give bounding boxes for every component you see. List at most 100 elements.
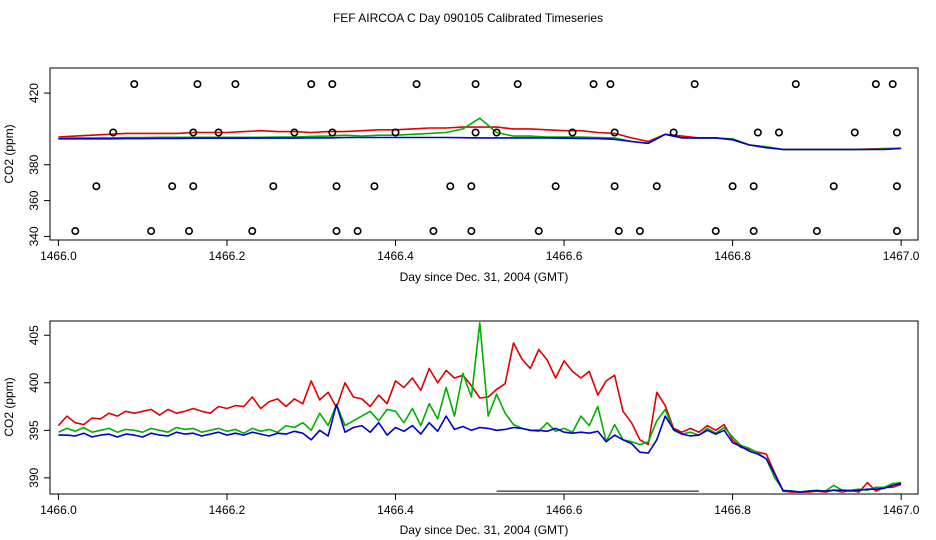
sample-marker [728, 182, 737, 191]
sample-marker [711, 227, 720, 236]
y-axis-label: CO2 (ppm) [2, 124, 16, 183]
sample-marker [669, 128, 678, 137]
panel-top: 1466.0 1466.2 1466.4 1466.6 1466.8 1467.0 340… [2, 67, 920, 284]
sample-marker [871, 80, 880, 89]
panel-bottom: 1466.0 1466.2 1466.4 1466.6 1466.8 1467.0 390… [2, 320, 920, 537]
sample-marker [534, 227, 543, 236]
sample-marker [290, 128, 299, 137]
x-axis-label: Day since Dec. 31, 2004 (GMT) [400, 523, 569, 537]
sample-marker [753, 128, 762, 137]
x-tick-label: 1466.4 [377, 249, 414, 263]
series-layer [58, 117, 902, 151]
x-tick-label: 1466.0 [40, 503, 77, 517]
sample-marker [147, 227, 156, 236]
sample-marker [332, 182, 341, 191]
x-axis: 1466.0 1466.2 1466.4 1466.6 1466.8 1467.0 [40, 240, 920, 263]
series-line-blue [58, 133, 902, 151]
sample-marker [92, 182, 101, 191]
sample-marker [391, 128, 400, 137]
sample-marker [635, 227, 644, 236]
sample-marker [71, 227, 80, 236]
x-tick-label: 1466.2 [209, 503, 246, 517]
y-tick-label: 380 [27, 154, 41, 174]
plot-frame [49, 67, 919, 241]
sample-marker [606, 80, 615, 89]
sample-marker [610, 128, 619, 137]
sample-marker [109, 128, 118, 137]
x-axis-label: Day since Dec. 31, 2004 (GMT) [400, 270, 569, 284]
sample-marker [568, 128, 577, 137]
sample-marker [690, 80, 699, 89]
x-axis: 1466.0 1466.2 1466.4 1466.6 1466.8 1467.0 [40, 494, 920, 517]
x-tick-label: 1466.6 [546, 249, 583, 263]
sample-marker [332, 227, 341, 236]
sample-marker [307, 80, 316, 89]
x-tick-label: 1467.0 [883, 503, 920, 517]
y-tick-label: 360 [27, 190, 41, 210]
sample-marker [791, 80, 800, 89]
sample-marker [185, 227, 194, 236]
x-tick-label: 1466.8 [714, 503, 751, 517]
sample-marker [429, 227, 438, 236]
sample-marker [353, 227, 362, 236]
sample-marker [551, 182, 560, 191]
x-tick-label: 1466.2 [209, 249, 246, 263]
sample-marker [467, 182, 476, 191]
sample-marker [774, 128, 783, 137]
y-axis-label: CO2 (ppm) [2, 377, 16, 436]
sample-marker [829, 182, 838, 191]
sample-marker [189, 128, 198, 137]
sample-marker [328, 80, 337, 89]
sample-marker [749, 227, 758, 236]
sample-marker [214, 128, 223, 137]
sample-marker [614, 227, 623, 236]
sample-marker [269, 182, 278, 191]
y-tick-label: 340 [27, 226, 41, 246]
y-tick-label: 400 [27, 372, 41, 392]
sample-marker [467, 227, 476, 236]
sample-marker [589, 80, 598, 89]
sample-marker [328, 128, 337, 137]
sample-marker [892, 227, 901, 236]
sample-marker [189, 182, 198, 191]
sample-marker [168, 182, 177, 191]
plot-frame [49, 320, 919, 495]
sample-marker [412, 80, 421, 89]
y-tick-label: 420 [27, 83, 41, 103]
series-line-red [57, 342, 902, 493]
sample-marker [749, 182, 758, 191]
y-tick-label: 395 [27, 420, 41, 440]
sample-marker [471, 80, 480, 89]
sample-marker [471, 128, 480, 137]
sample-marker [130, 80, 139, 89]
sample-marker [812, 227, 821, 236]
sample-marker [370, 182, 379, 191]
y-axis: 340 360 380 420 [27, 83, 50, 246]
x-tick-label: 1466.8 [714, 249, 751, 263]
y-axis: 390 395 400 405 [27, 325, 50, 488]
sample-marker [892, 182, 901, 191]
series-line-green [58, 322, 902, 493]
sample-marker [231, 80, 240, 89]
sample-marker [888, 80, 897, 89]
sample-marker [492, 128, 501, 137]
marker-layer [71, 80, 901, 236]
sample-marker [892, 128, 901, 137]
sample-marker [446, 182, 455, 191]
sample-marker [610, 182, 619, 191]
sample-marker [652, 182, 661, 191]
chart-title: FEF AIRCOA C Day 090105 Calibrated Times… [333, 11, 603, 25]
sample-marker [248, 227, 257, 236]
series-line-green [58, 117, 902, 151]
x-tick-label: 1467.0 [883, 249, 920, 263]
sample-marker [850, 128, 859, 137]
x-tick-label: 1466.0 [40, 249, 77, 263]
y-tick-label: 405 [27, 325, 41, 345]
series-layer [57, 322, 902, 493]
y-tick-label: 390 [27, 468, 41, 488]
x-tick-label: 1466.4 [377, 503, 414, 517]
x-tick-label: 1466.6 [546, 503, 583, 517]
series-line-blue [58, 403, 902, 493]
sample-marker [513, 80, 522, 89]
